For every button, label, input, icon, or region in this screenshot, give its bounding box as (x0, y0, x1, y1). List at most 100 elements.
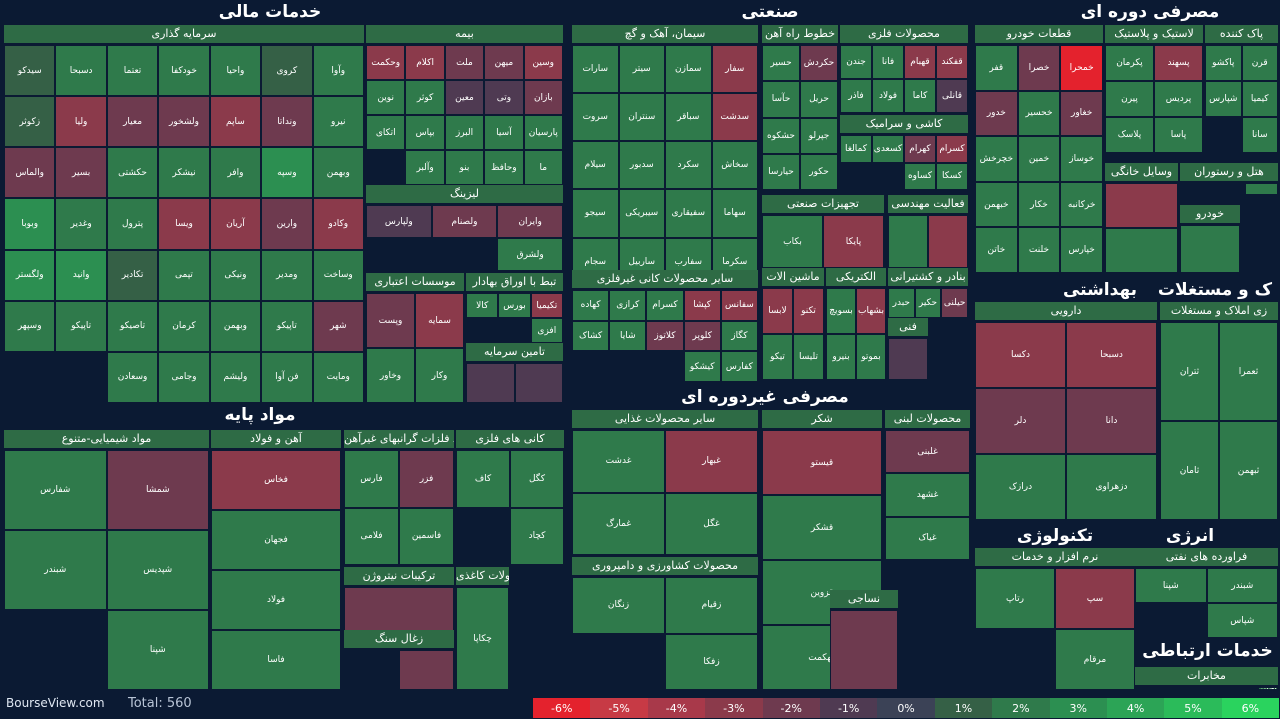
stock-tile[interactable]: شپنا (1135, 568, 1207, 603)
sector-header[interactable]: پاک کننده (1205, 25, 1278, 43)
stock-tile[interactable]: پاکشو (1205, 45, 1242, 81)
stock-tile[interactable]: کاف (456, 450, 510, 508)
stock-tile[interactable]: کروی (261, 45, 313, 97)
stock-tile[interactable]: آریان (209, 198, 262, 250)
stock-tile[interactable]: درازک (975, 454, 1066, 520)
stock-tile[interactable]: افزی (530, 318, 563, 343)
sector-header[interactable]: هتل و رستوران (1180, 163, 1278, 181)
stock-tile[interactable]: حیلنی (941, 288, 968, 318)
stock-tile[interactable]: ولگستر (4, 249, 56, 301)
stock-tile[interactable]: فاذر (840, 79, 872, 113)
stock-tile[interactable]: کگاز (720, 320, 758, 352)
stock-tile[interactable]: حریل (800, 81, 838, 118)
sector-header[interactable]: تجهیزات صنعتی (762, 195, 884, 213)
stock-tile[interactable]: تاپیکو (261, 300, 313, 352)
stock-tile[interactable]: بکاب (762, 215, 823, 268)
stock-tile[interactable]: سدشت (711, 93, 758, 142)
stock-tile[interactable]: وایران (497, 205, 563, 238)
stock-tile[interactable]: سیتر (618, 45, 665, 94)
stock-tile[interactable]: زقیام (665, 577, 758, 634)
stock-tile[interactable]: فزر (399, 450, 454, 508)
sector-header[interactable]: تبط با اوراق بهادار (466, 273, 563, 291)
stock-tile[interactable]: وساخت (312, 249, 364, 301)
stock-tile[interactable]: پیرن (1105, 81, 1154, 117)
stock-tile[interactable]: سپ (1055, 568, 1135, 629)
stock-tile[interactable]: وبوبا (4, 198, 56, 250)
stock-tile[interactable]: وتی (484, 80, 524, 115)
stock-tile[interactable]: کاما (904, 79, 936, 113)
stock-tile[interactable]: کرازی (609, 290, 647, 321)
sector-header[interactable]: الکتریکی (826, 268, 886, 286)
stock-tile[interactable]: اتکای (366, 115, 406, 150)
sector-header[interactable]: خودرو (1180, 205, 1240, 223)
stock-tile[interactable]: تاصیکو (106, 300, 159, 352)
stock-tile[interactable]: کسعدی (872, 135, 904, 163)
stock-tile[interactable]: ومایت (312, 351, 364, 403)
stock-tile[interactable]: ویسا (158, 198, 210, 250)
stock-tile[interactable]: زنگان (572, 577, 665, 634)
stock-tile[interactable]: زکوثر (4, 96, 56, 148)
sector-header[interactable]: محصولات کاغذی (456, 567, 509, 585)
sector-header[interactable]: نرم افزار و خدمات (975, 548, 1135, 566)
stock-tile[interactable]: وکادو (312, 198, 364, 250)
stock-tile[interactable]: نیشکر (158, 147, 210, 199)
stock-tile[interactable] (399, 650, 454, 690)
stock-tile[interactable]: کپشا (683, 290, 721, 321)
stock-tile[interactable]: خودکفا (158, 45, 210, 97)
stock-tile[interactable]: وانید (55, 249, 107, 301)
stock-tile[interactable]: خمین (1017, 136, 1061, 182)
stock-tile[interactable]: لابسا (762, 288, 793, 334)
stock-tile[interactable]: وحکمت (366, 45, 406, 80)
stock-tile[interactable]: نوین (366, 80, 406, 115)
stock-tile[interactable]: قفر (975, 45, 1018, 91)
stock-tile[interactable]: مرقام (1055, 629, 1135, 690)
stock-tile[interactable]: خکار (1017, 181, 1061, 228)
stock-tile[interactable]: وسپهر (4, 300, 56, 352)
stock-tile[interactable]: کیشکو (683, 351, 721, 382)
stock-tile[interactable]: پایکا (823, 215, 884, 268)
stock-tile[interactable]: وبهمن (312, 147, 364, 199)
sector-header[interactable]: محصولات فلزی (840, 25, 968, 43)
stock-tile[interactable]: ملت (444, 45, 485, 80)
sector-header[interactable]: فعالیت مهندسی (888, 195, 968, 213)
stock-tile[interactable]: کساوه (904, 162, 936, 190)
stock-tile[interactable]: شپدیس (106, 530, 209, 610)
stock-tile[interactable]: ونداتا (261, 96, 313, 148)
stock-tile[interactable]: سفانس (720, 290, 758, 321)
stock-tile[interactable] (928, 215, 968, 268)
stock-tile[interactable] (830, 610, 898, 690)
stock-tile[interactable] (1105, 183, 1178, 228)
sector-header[interactable]: دارویی (975, 302, 1157, 320)
stock-tile[interactable]: دکسا (975, 322, 1066, 388)
stock-tile[interactable]: رتاپ (975, 568, 1055, 629)
stock-tile[interactable]: پلاسک (1105, 117, 1154, 153)
stock-tile[interactable]: سباقر (665, 93, 712, 142)
stock-tile[interactable]: وآلبر (405, 150, 445, 185)
sector-header[interactable]: لیزینگ (366, 185, 563, 203)
stock-tile[interactable]: سمازن (665, 45, 712, 94)
stock-tile[interactable]: حیارسا (762, 153, 800, 190)
stock-tile[interactable]: خبهمن (975, 181, 1018, 228)
stock-tile[interactable]: وسپه (261, 147, 313, 199)
stock-tile[interactable]: والماس (4, 147, 56, 199)
stock-tile[interactable]: تاپیکو (55, 300, 107, 352)
sector-header[interactable]: سایر محصولات کانی غیرفلزی (572, 270, 758, 288)
stock-tile[interactable]: حبدر (888, 288, 915, 318)
stock-tile[interactable]: البرز (444, 115, 485, 150)
sector-header[interactable]: موسسات اعتباری (366, 273, 464, 291)
stock-tile[interactable]: آسیا (484, 115, 524, 150)
sector-header[interactable]: قطعات خودرو (975, 25, 1103, 43)
stock-tile[interactable]: قرن (1241, 45, 1278, 81)
stock-tile[interactable]: خدور (975, 90, 1018, 137)
stock-tile[interactable]: تپمی (158, 249, 210, 301)
stock-tile[interactable]: فاسمین (399, 507, 454, 565)
sector-header[interactable]: فراورده های نفتی (1135, 548, 1278, 566)
stock-tile[interactable]: چکاپا (456, 587, 509, 690)
stock-tile[interactable]: سخاش (711, 141, 758, 190)
stock-tile[interactable]: سنتران (618, 93, 665, 142)
stock-tile[interactable]: پکرمان (1105, 45, 1154, 81)
stock-tile[interactable] (888, 338, 928, 380)
stock-tile[interactable]: سدبور (618, 141, 665, 190)
stock-tile[interactable]: فاسا (211, 630, 341, 690)
stock-tile[interactable]: اخابر (1257, 687, 1278, 690)
